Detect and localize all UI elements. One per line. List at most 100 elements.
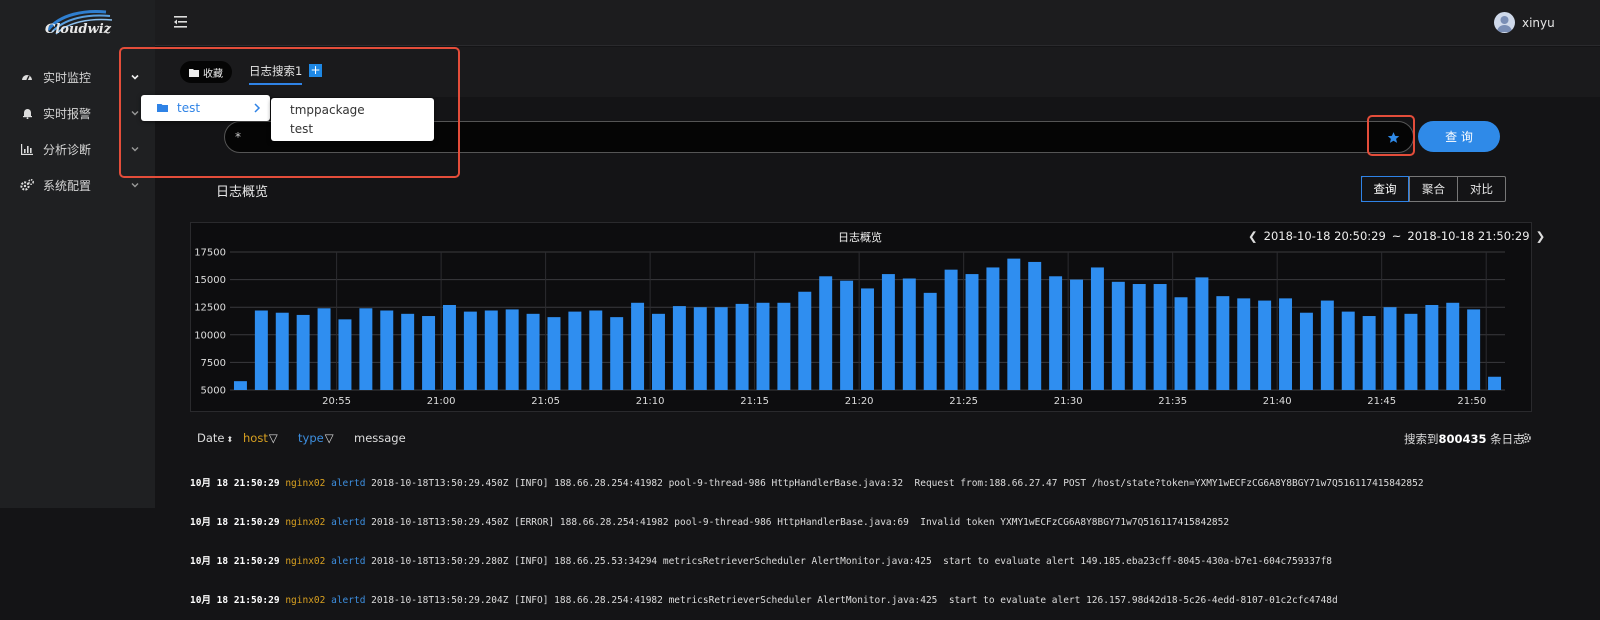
log-message: 2018-10-18T13:50:29.450Z [ERROR] 188.66.… — [371, 517, 1230, 528]
x-tick-label: 21:15 — [740, 396, 769, 407]
log-message: 2018-10-18T13:50:29.204Z [INFO] 188.66.2… — [371, 595, 1338, 606]
chart-bar — [1195, 277, 1209, 390]
chart-bar — [1425, 304, 1439, 390]
x-tick-label: 21:35 — [1158, 396, 1187, 407]
sidebar: Cloudwiz 实时监控 实时报警 分析诊断 系统配置 — [0, 0, 155, 508]
x-tick-label: 21:20 — [845, 396, 874, 407]
log-date: 10月 18 21:50:29 — [190, 556, 280, 567]
user-menu[interactable]: xinyu — [1494, 12, 1555, 33]
chevron-right-icon[interactable]: ❯ — [1535, 229, 1546, 243]
time-range: ❮ 2018-10-18 20:50:29 ~ 2018-10-18 21:50… — [1248, 229, 1545, 243]
mode-aggregate-button[interactable]: 聚合 — [1409, 177, 1457, 201]
gears-icon — [20, 178, 34, 192]
chart-bar — [317, 308, 331, 390]
tab-log-search-1[interactable]: 日志搜索1 — [249, 63, 303, 85]
sidebar-item-realtime-alert[interactable]: 实时报警 — [0, 95, 155, 131]
mode-toggle-group: 查询 聚合 对比 — [1361, 176, 1506, 202]
bar-chart-icon — [20, 142, 34, 156]
chart-bar — [1362, 316, 1376, 390]
result-count: 搜索到800435 条日志 — [1404, 431, 1525, 447]
log-row[interactable]: 10月 18 21:50:29 nginx02 alertd 2018-10-1… — [190, 555, 1424, 568]
chart-bar — [672, 306, 686, 390]
sidebar-item-analysis[interactable]: 分析诊断 — [0, 131, 155, 167]
range-end: 2018-10-18 21:50:29 — [1407, 229, 1530, 243]
sidebar-item-label: 分析诊断 — [43, 142, 92, 157]
log-row[interactable]: 10月 18 21:50:29 nginx02 alertd 2018-10-1… — [190, 477, 1424, 490]
folder-icon — [157, 104, 168, 112]
mode-query-button[interactable]: 查询 — [1361, 176, 1409, 202]
column-type[interactable]: type▽ — [298, 431, 334, 445]
chart-bar — [589, 310, 603, 390]
chart-bar — [735, 303, 749, 390]
mode-compare-button[interactable]: 对比 — [1457, 177, 1505, 201]
sidebar-item-realtime-monitor[interactable]: 实时监控 — [0, 59, 155, 95]
chart-bar — [1028, 261, 1042, 390]
query-button[interactable]: 查 询 — [1418, 121, 1500, 152]
submenu-item-test[interactable]: test — [290, 122, 314, 136]
x-tick-label: 21:25 — [949, 396, 978, 407]
x-tick-label: 21:10 — [636, 396, 665, 407]
log-row[interactable]: 10月 18 21:50:29 nginx02 alertd 2018-10-1… — [190, 516, 1424, 529]
tab-bar — [155, 47, 1600, 97]
column-host[interactable]: host▽ — [243, 431, 278, 445]
chart-bar — [547, 317, 561, 390]
favorites-button[interactable]: 收藏 — [180, 61, 232, 83]
chevron-right-icon — [254, 103, 261, 113]
chart-bar — [1132, 284, 1146, 390]
chart-bar — [777, 302, 791, 390]
log-host: nginx02 — [285, 478, 326, 489]
chart-bar — [505, 309, 519, 390]
favorites-folder-item[interactable]: test — [141, 95, 270, 121]
x-tick-label: 21:05 — [531, 396, 560, 407]
chart-bar — [861, 288, 874, 390]
chart-bar — [1383, 307, 1397, 390]
range-separator: ~ — [1391, 229, 1402, 243]
result-prefix: 搜索到 — [1404, 432, 1439, 446]
column-label: host — [243, 431, 268, 445]
chevron-down-icon — [131, 183, 139, 188]
chart-bar — [923, 292, 937, 390]
chart-bar — [819, 276, 833, 390]
x-tick-label: 21:50 — [1457, 396, 1486, 407]
chart-bar — [631, 302, 645, 390]
chart-bar — [1174, 297, 1188, 390]
chart-bar — [1488, 376, 1502, 390]
sidebar-item-label: 实时监控 — [43, 70, 92, 85]
sort-icon: ⬍ — [226, 435, 234, 444]
favorites-submenu: tmppackage test — [271, 98, 434, 141]
log-row[interactable]: 10月 18 21:50:29 nginx02 alertd 2018-10-1… — [190, 594, 1424, 607]
column-date[interactable]: Date ⬍ — [197, 431, 233, 445]
chart-bar — [275, 312, 289, 390]
log-host: nginx02 — [285, 595, 326, 606]
chevron-left-icon[interactable]: ❮ — [1248, 229, 1258, 243]
chart-bar — [526, 313, 540, 390]
chart-bar — [1258, 300, 1272, 390]
sidebar-item-label: 系统配置 — [43, 178, 92, 193]
result-number: 800435 — [1438, 432, 1487, 446]
submenu-item-tmppackage[interactable]: tmppackage — [290, 103, 365, 117]
gear-icon[interactable] — [1520, 432, 1532, 444]
chart-bar — [442, 304, 456, 390]
column-message: message — [354, 431, 406, 445]
add-tab-button[interactable]: + — [309, 63, 322, 77]
menu-collapse-icon[interactable] — [170, 12, 190, 32]
chart-bar — [1341, 311, 1355, 390]
chart-bar — [714, 307, 728, 390]
chart-bar — [338, 319, 352, 390]
log-histogram-chart: 17500 15000 12500 10000 7500 5000 20:55 21:00 21… — [194, 248, 1505, 407]
chart-bar — [965, 274, 979, 390]
top-header — [155, 0, 1600, 46]
username: xinyu — [1522, 15, 1555, 30]
chevron-down-icon — [131, 147, 139, 152]
favorite-star-button[interactable] — [1378, 125, 1408, 149]
y-tick-label: 5000 — [201, 386, 226, 397]
chart-bar — [798, 291, 812, 390]
result-suffix: 条日志 — [1486, 432, 1525, 446]
chart-bar — [1320, 300, 1334, 390]
chart-bar — [881, 274, 895, 390]
chart-bar — [652, 313, 665, 390]
chart-bar — [1404, 313, 1418, 390]
sidebar-item-system-config[interactable]: 系统配置 — [0, 167, 155, 203]
chart-bar — [1279, 298, 1293, 390]
log-host: nginx02 — [285, 556, 326, 567]
